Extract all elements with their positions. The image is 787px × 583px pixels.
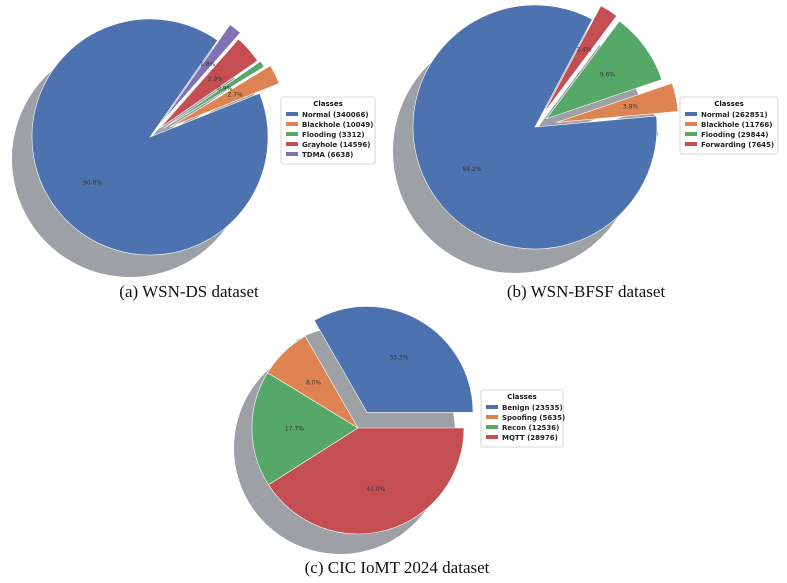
legend-entry-normal: Normal (340066) [302,111,369,119]
figure-caption: (b) WSN-BFSF dataset [507,282,666,301]
legend-swatch-flooding [286,132,298,136]
slice-mqtt [268,427,465,535]
legend-title: Classes [714,100,744,108]
legend-swatch-benign [486,405,498,409]
slice-flooding [163,60,265,129]
pie-chart-wsn-ds: 90.8% 2.7%0.9% 3.9% 1.8% Classes Normal (3400… [11,18,376,301]
slice-flooding [545,20,663,120]
slice-label-benign: 33.3% [389,354,408,361]
legend-swatch-forwarding [685,142,697,146]
figure-caption: (c) CIC IoMT 2024 dataset [305,558,490,577]
slice-label-blackhole: 3.8% [623,104,639,111]
slice-label-flooding: 0.9% [217,85,233,92]
legend-entry-blackhole: Blackhole (10049) [302,121,373,129]
figure-caption: (a) WSN-DS dataset [119,282,259,301]
legend-entry-forwarding: Forwarding (7645) [701,141,774,149]
pie-chart-cic-iomt-2024: 33.3% 8.0% 17.7% 41.0% Classes Benign (23535)… [233,306,565,577]
legend-swatch-mqtt [486,435,498,439]
legend-entry-flooding: Flooding (29844) [701,131,768,139]
legend-entry-tdma: TDMA (6638) [302,151,353,159]
slice-benign [313,306,474,413]
slice-label-grayhole: 3.9% [208,76,224,83]
slice-recon [251,372,359,486]
slice-grayhole [160,38,259,128]
slice-label-mqtt: 41.0% [366,486,385,493]
legend-box [280,96,376,165]
legend-entry-recon: Recon (12536) [502,424,559,432]
legend-swatch-blackhole [685,122,697,126]
legend-swatch-grayhole [286,142,298,146]
slice-label-normal: 90.8% [83,179,102,186]
legend-title: Classes [313,100,343,108]
legend-entry-grayhole: Grayhole (14596) [302,141,370,149]
legend-entry-mqtt: MQTT (28976) [502,434,558,442]
legend-entry-spoofing: Spoofing (5635) [502,414,565,422]
pie-chart-wsn-bfsf: 84.2% 3.8% 9.6% 2.4% Classes Normal (262851) B… [392,4,779,301]
legend: Classes Benign (23535) Spoofing (5635) Reco… [480,389,565,448]
slice-label-flooding: 9.6% [600,71,616,78]
legend-title: Classes [507,393,537,401]
legend-swatch-normal [685,112,697,116]
slice-label-blackhole: 2.7% [227,91,243,98]
slice-blackhole [169,65,280,128]
legend-box [679,96,779,155]
slice-label-tdma: 1.8% [200,61,216,68]
legend-swatch-normal [286,112,298,116]
legend-swatch-spoofing [486,415,498,419]
legend-swatch-tdma [286,152,298,156]
legend-swatch-recon [486,425,498,429]
legend-box [480,389,564,448]
slice-label-recon: 17.7% [285,426,304,433]
slice-label-forwarding: 2.4% [576,47,592,54]
slice-label-normal: 84.2% [462,166,481,173]
slice-normal [412,4,658,250]
slice-forwarding [543,5,618,114]
legend-swatch-flooding [685,132,697,136]
legend: Classes Normal (262851) Blackhole (11766) F… [679,96,779,155]
slice-tdma [162,24,241,122]
slice-blackhole [556,82,679,123]
legend-entry-benign: Benign (23535) [502,404,563,412]
legend-entry-blackhole: Blackhole (11766) [701,121,772,129]
legend-swatch-blackhole [286,122,298,126]
slice-label-spoofing: 8.0% [306,379,322,386]
slice-normal [31,18,269,256]
legend: Classes Normal (340066) Blackhole (10049) F… [280,96,376,165]
legend-entry-normal: Normal (262851) [701,111,768,119]
legend-entry-flooding: Flooding (3312) [302,131,365,139]
